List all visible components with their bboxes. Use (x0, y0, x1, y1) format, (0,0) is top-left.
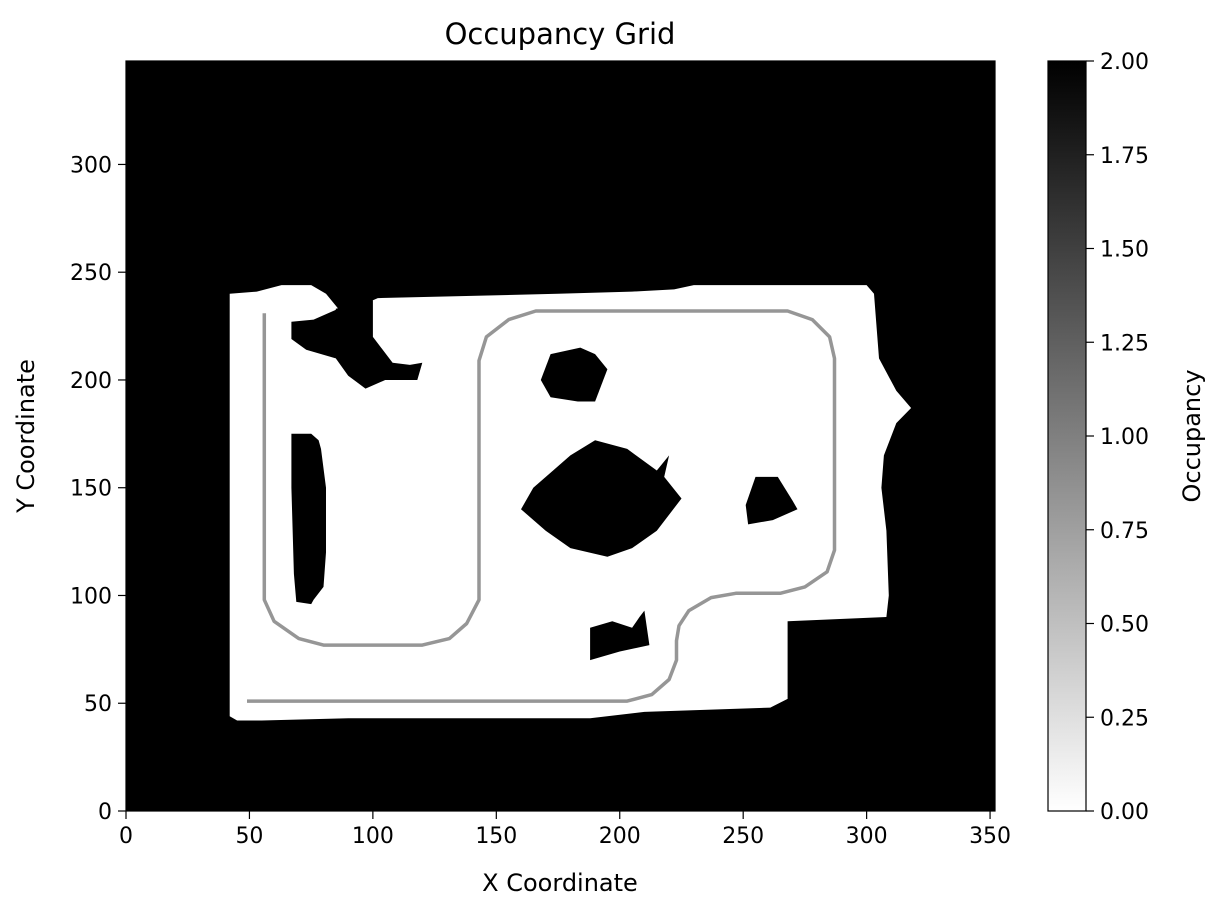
y-axis-ticks: 0 50 100 150 200 250 300 (70, 153, 126, 825)
colorbar-tick-label: 0.50 (1100, 613, 1149, 638)
y-tick-label: 50 (84, 692, 112, 717)
colorbar-ticks: 0.00 0.25 0.50 0.75 1.00 1.25 1.50 1.75 2.00 (1086, 50, 1149, 825)
x-tick-label: 200 (599, 824, 641, 849)
obstacle-3 (540, 347, 608, 402)
obstacle-4 (521, 440, 682, 557)
x-axis-ticks: 0 50 100 150 200 250 300 350 (119, 811, 1011, 849)
x-tick-label: 50 (235, 824, 263, 849)
x-tick-label: 300 (846, 824, 888, 849)
colorbar-tick-label: 1.25 (1100, 331, 1149, 356)
colorbar-tick-label: 1.00 (1100, 425, 1149, 450)
colorbar-tick-label: 0.75 (1100, 519, 1149, 544)
x-tick-label: 250 (722, 824, 764, 849)
y-tick-label: 250 (70, 261, 112, 286)
colorbar-tick-label: 2.00 (1100, 50, 1149, 75)
obstacle-2 (291, 433, 326, 605)
colorbar-label: Occupancy (1178, 369, 1206, 502)
colorbar-tick-label: 0.00 (1100, 800, 1149, 825)
colorbar-gradient (1047, 60, 1087, 812)
x-tick-label: 0 (119, 824, 133, 849)
y-tick-label: 150 (70, 477, 112, 502)
y-tick-label: 0 (98, 800, 112, 825)
y-tick-label: 300 (70, 153, 112, 178)
robot-path (247, 309, 837, 703)
y-axis-label: Y Coordinate (12, 359, 40, 514)
x-axis-label: X Coordinate (482, 869, 638, 897)
obstacle-6 (590, 610, 650, 661)
obstacle-1 (335, 300, 423, 389)
colorbar-tick-label: 1.50 (1100, 238, 1149, 263)
x-tick-label: 150 (475, 824, 517, 849)
chart-title: Occupancy Grid (445, 17, 676, 51)
colorbar: 0.00 0.25 0.50 0.75 1.00 1.25 1.50 1.75 2.00 Occ… (1047, 50, 1206, 825)
plot-area (126, 61, 995, 811)
x-tick-label: 350 (969, 824, 1011, 849)
y-tick-label: 100 (70, 584, 112, 609)
colorbar-tick-label: 0.25 (1100, 706, 1149, 731)
plot-frame (125, 60, 996, 812)
x-tick-label: 100 (352, 824, 394, 849)
colorbar-tick-label: 1.75 (1100, 144, 1149, 169)
obstacle-5 (745, 476, 798, 525)
y-tick-label: 200 (70, 369, 112, 394)
